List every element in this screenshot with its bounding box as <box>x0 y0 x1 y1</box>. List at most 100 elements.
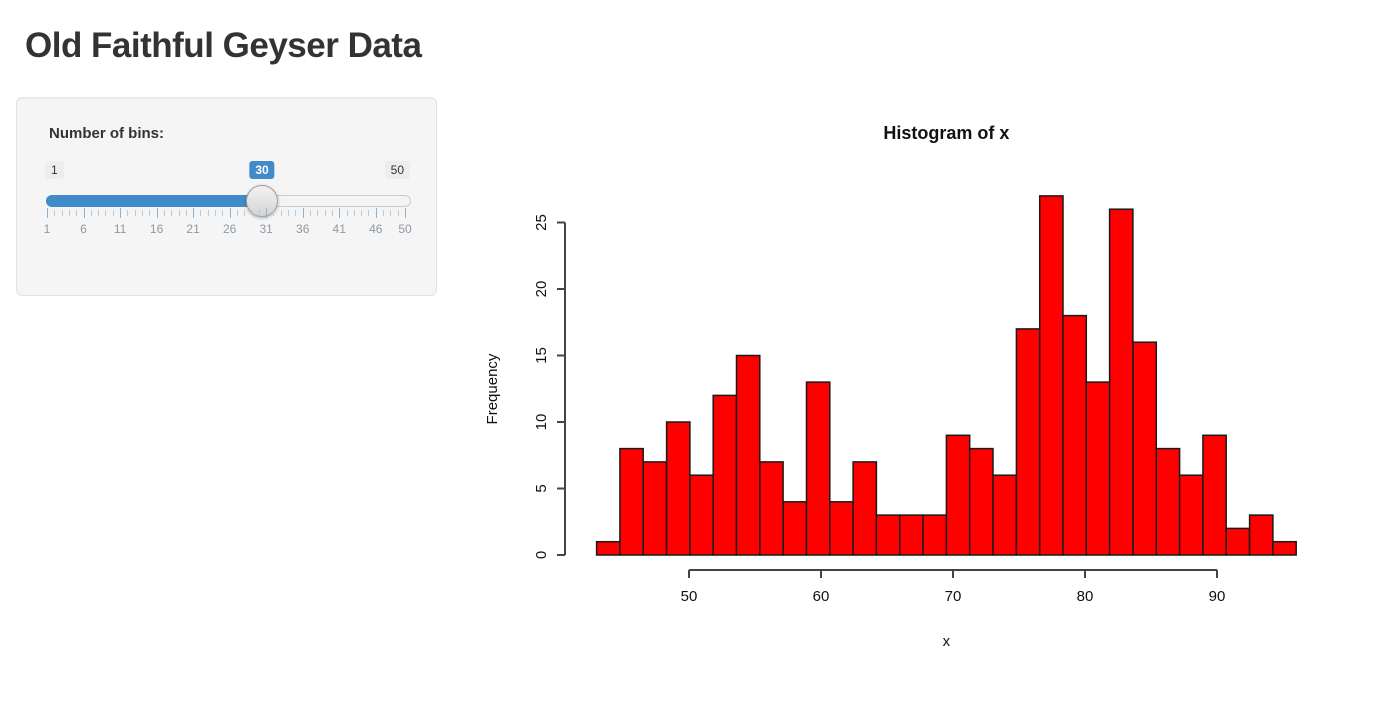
slider-grid-tick <box>83 208 85 218</box>
slider-grid-tick <box>310 210 312 216</box>
slider-grid-tick <box>331 210 333 216</box>
histogram-bar <box>712 394 738 556</box>
x-tick-label: 80 <box>1077 588 1094 605</box>
slider-grid-label: 21 <box>186 222 200 236</box>
slider-grid-label: 16 <box>149 222 164 236</box>
histogram-bar <box>689 474 714 556</box>
y-tick-label: 25 <box>533 214 550 231</box>
histogram-bar <box>1132 341 1158 556</box>
slider-grid-tick <box>163 210 165 216</box>
slider-grid-label: 26 <box>222 222 237 236</box>
histogram-bar <box>945 434 971 556</box>
slider-grid-tick <box>68 210 70 216</box>
x-tick-label: 90 <box>1209 588 1226 605</box>
slider-grid-tick <box>397 210 399 216</box>
slider-grid-tick <box>112 210 114 216</box>
histogram-bar <box>1272 540 1297 556</box>
x-tick-label: 60 <box>813 588 830 605</box>
histogram-bar <box>1108 208 1134 556</box>
slider-grid-tick <box>339 208 341 218</box>
slider-grid-tick <box>302 208 304 218</box>
slider-grid-label: 31 <box>259 222 273 236</box>
histogram-bar <box>1225 527 1251 556</box>
histogram-bar <box>899 514 924 556</box>
page-title: Old Faithful Geyser Data <box>25 26 422 65</box>
slider-grid-tick <box>229 208 231 218</box>
histogram-bar <box>759 461 784 556</box>
histogram-bar <box>1155 447 1181 556</box>
x-tick-label: 50 <box>681 588 698 605</box>
slider-grid-tick <box>222 210 224 216</box>
slider-grid-label: 50 <box>398 222 412 236</box>
slider-grid-tick <box>120 208 122 218</box>
slider-grid-tick <box>244 210 246 216</box>
slider-grid-tick <box>156 208 158 218</box>
histogram-bar <box>1015 328 1041 556</box>
slider-grid-label: 46 <box>369 222 383 236</box>
slider-grid-tick <box>405 208 406 218</box>
histogram-bar <box>642 461 668 556</box>
histogram-bar <box>922 514 948 556</box>
histogram-bar <box>782 501 808 556</box>
histogram-bar <box>665 421 691 556</box>
histogram-bar <box>992 474 1018 556</box>
slider-grid-tick <box>361 210 363 216</box>
slider-grid-tick <box>54 210 56 216</box>
slider-grid-label: 1 <box>43 222 51 236</box>
y-tick-label: 0 <box>533 551 550 559</box>
histogram-bar <box>1085 381 1111 556</box>
histogram-bar <box>1202 434 1227 556</box>
slider-grid-tick <box>105 210 107 216</box>
slider-grid-label: 11 <box>113 222 127 236</box>
slider-grid-tick <box>324 210 326 216</box>
slider-grid-tick <box>141 210 143 216</box>
y-tick-label: 20 <box>533 281 550 298</box>
bins-slider-label: Number of bins: <box>49 125 164 142</box>
histogram-bar <box>735 354 761 556</box>
histogram-bar <box>1038 195 1064 556</box>
histogram-plot: 0 5 10 15 20 25 50 60 70 80 90 Histogram of x x Frequ… <box>484 123 1297 650</box>
plot-title: Histogram of x <box>883 123 1009 143</box>
slider-grid-tick <box>178 210 180 216</box>
slider-grid-label: 6 <box>80 222 87 236</box>
slider-grid-tick <box>251 210 253 216</box>
slider-grid-tick <box>215 210 217 216</box>
slider-handle[interactable] <box>246 185 279 217</box>
slider-grid-tick <box>280 210 282 216</box>
slider-grid-tick <box>390 210 392 216</box>
slider-grid-tick <box>346 210 348 216</box>
histogram-bar <box>1062 314 1088 556</box>
slider-grid-tick <box>200 210 202 216</box>
slider-grid-tick <box>171 210 173 216</box>
slider-grid-tick <box>273 210 275 216</box>
slider-grid-tick <box>295 210 297 216</box>
slider-grid-tick <box>375 208 377 218</box>
x-tick-label: 70 <box>945 588 962 605</box>
histogram-bar <box>1248 514 1274 556</box>
slider-grid-tick <box>368 210 370 216</box>
slider-grid-label: 41 <box>332 222 346 236</box>
histogram-bar <box>1178 474 1204 556</box>
slider-grid-tick <box>258 210 260 216</box>
slider-max-badge: 50 <box>384 161 410 180</box>
slider-grid-tick <box>383 210 385 216</box>
slider-grid-tick <box>127 210 129 216</box>
slider-grid-tick <box>149 210 151 216</box>
slider-grid-tick <box>185 210 187 216</box>
slider-filled-bar <box>46 195 263 207</box>
slider-grid-tick <box>207 210 209 216</box>
x-axis-label: x <box>943 633 951 650</box>
slider-grid-tick <box>134 210 136 216</box>
y-tick-label: 15 <box>533 347 550 364</box>
histogram-bar <box>875 514 901 556</box>
slider-grid-tick <box>76 210 78 216</box>
slider-grid-label: 36 <box>296 222 310 236</box>
slider-grid-tick <box>47 208 48 218</box>
histogram-bar <box>852 461 878 556</box>
histogram-bar <box>805 381 831 556</box>
slider-min-badge: 1 <box>45 161 64 180</box>
slider-grid-tick <box>288 210 290 216</box>
histogram-bar <box>968 447 994 556</box>
slider-grid-tick <box>266 208 268 218</box>
y-tick-label: 5 <box>533 484 550 492</box>
